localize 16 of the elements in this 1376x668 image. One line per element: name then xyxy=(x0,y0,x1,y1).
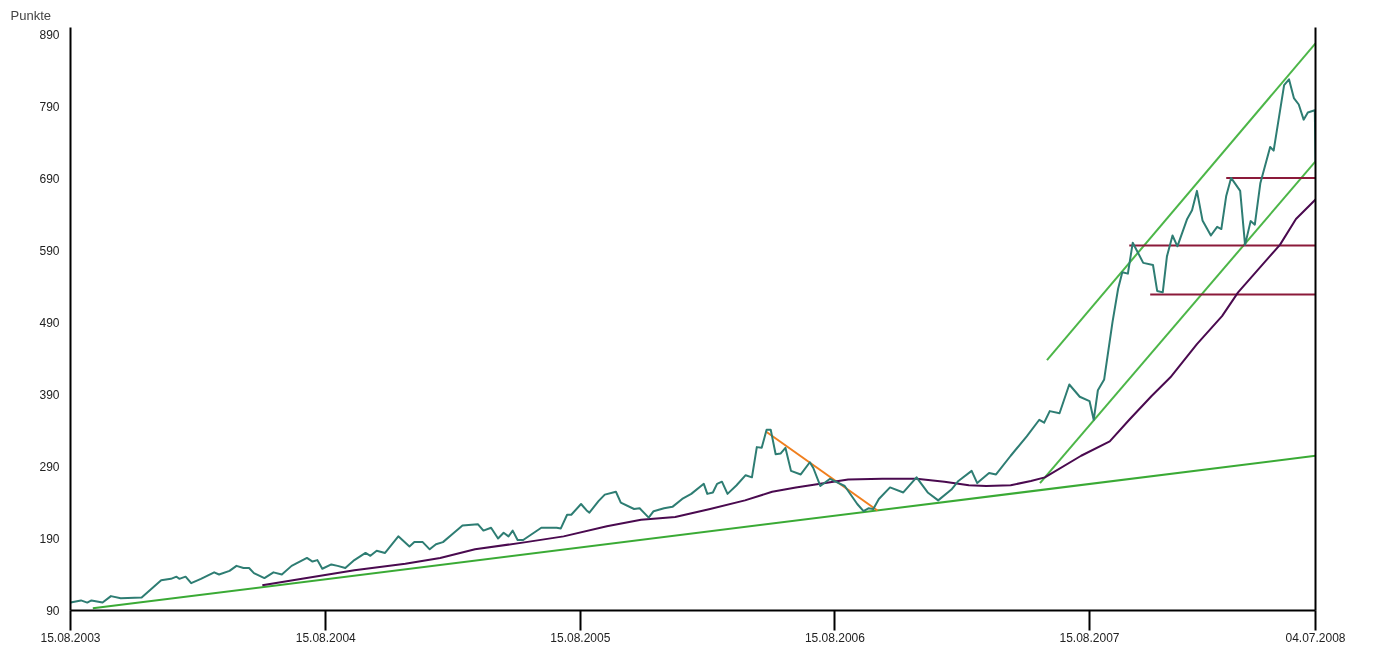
y-tick-label: 790 xyxy=(39,100,60,115)
x-tick-label: 15.08.2003 xyxy=(40,630,101,645)
y-tick-label: 90 xyxy=(46,604,60,618)
y-tick-label: 390 xyxy=(39,388,60,403)
y-tick-label: 190 xyxy=(39,532,60,547)
y-axis-title: Punkte xyxy=(10,7,51,23)
y-tick-label: 890 xyxy=(39,28,60,43)
x-tick-label: 15.08.2007 xyxy=(1059,630,1120,645)
x-tick-label: 04.07.2008 xyxy=(1285,630,1346,645)
y-tick-label: 290 xyxy=(39,460,60,475)
y-tick-label: 490 xyxy=(39,316,60,331)
x-tick-label: 15.08.2005 xyxy=(550,630,611,645)
y-tick-label: 690 xyxy=(39,172,60,187)
y-tick-label: 590 xyxy=(39,244,60,259)
x-tick-label: 15.08.2004 xyxy=(295,630,357,645)
x-tick-label: 15.08.2006 xyxy=(804,630,866,645)
